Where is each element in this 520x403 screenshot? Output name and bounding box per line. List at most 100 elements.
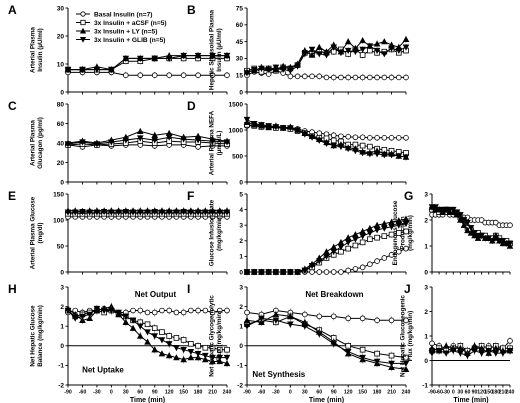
- data-point: [194, 209, 202, 216]
- panel-h: H -2 -1 0 1 2 3 Net Hepatic Glucose Balance (mg/…: [8, 282, 231, 403]
- data-point: [467, 229, 475, 236]
- panel-letter: I: [187, 282, 190, 296]
- data-point: [258, 269, 265, 276]
- data-point: [402, 154, 410, 161]
- y-tick-label: 1: [424, 243, 428, 250]
- data-point: [359, 46, 366, 53]
- x-tick-label: 210: [387, 390, 396, 396]
- data-point: [151, 333, 159, 340]
- data-point: [136, 55, 144, 62]
- y-tick-label: 500: [232, 153, 243, 160]
- data-point: [309, 73, 315, 80]
- data-point: [315, 43, 323, 50]
- data-point: [223, 360, 231, 367]
- y-axis-label: Production: [400, 216, 407, 249]
- data-point: [388, 352, 395, 359]
- x-axis-label: Time (min): [130, 397, 165, 403]
- annotation: Net Output: [135, 290, 177, 299]
- data-point: [345, 315, 351, 322]
- data-point: [108, 307, 115, 314]
- data-point: [330, 269, 337, 275]
- data-point: [315, 137, 323, 144]
- data-point: [79, 139, 86, 146]
- data-point: [367, 143, 373, 150]
- x-tick-label: -90: [64, 390, 72, 396]
- data-point: [315, 51, 323, 58]
- data-point: [395, 47, 403, 54]
- x-tick-label: -60: [435, 390, 443, 396]
- data-point: [287, 321, 294, 328]
- data-point: [457, 350, 464, 357]
- data-point: [209, 354, 216, 361]
- data-point: [173, 335, 180, 341]
- data-point: [388, 135, 395, 141]
- data-point: [64, 307, 72, 314]
- series-line: [68, 55, 227, 71]
- y-tick-label: 30: [236, 56, 244, 63]
- x-tick-label: -30: [272, 390, 280, 396]
- data-point: [279, 125, 287, 132]
- data-point: [403, 245, 409, 252]
- data-point: [294, 63, 301, 70]
- panel-letter: A: [8, 3, 17, 17]
- y-tick-label: -1: [422, 382, 428, 389]
- data-point: [194, 52, 202, 60]
- data-point: [345, 74, 351, 81]
- data-point: [209, 344, 216, 351]
- data-point: [381, 38, 388, 45]
- y-tick-label: -2: [58, 382, 64, 389]
- data-point: [250, 66, 258, 74]
- series-4: [243, 220, 410, 276]
- data-point: [359, 264, 366, 271]
- data-point: [79, 27, 87, 34]
- data-point: [449, 347, 457, 355]
- y-tick-label: 2: [239, 304, 243, 311]
- data-point: [258, 122, 265, 129]
- series-4: [64, 52, 231, 74]
- y-tick-label: -1: [237, 363, 243, 370]
- y-tick-label: 45: [236, 39, 244, 46]
- y-axis-label: Endogenous Glucose: [392, 200, 399, 265]
- series-4: [64, 208, 231, 216]
- annotation: Net Synthesis: [252, 370, 305, 379]
- data-point: [166, 307, 172, 314]
- x-tick-label: -60: [79, 390, 87, 396]
- data-point: [403, 317, 409, 324]
- y-axis-label: Flux (mg/kg/min): [216, 311, 223, 361]
- data-point: [294, 127, 301, 134]
- data-point: [344, 348, 352, 356]
- data-point: [187, 348, 195, 356]
- data-point: [388, 74, 395, 81]
- data-point: [359, 315, 366, 322]
- series-4: [243, 314, 410, 368]
- data-point: [330, 132, 337, 139]
- data-point: [301, 51, 309, 58]
- data-point: [344, 146, 352, 153]
- data-point: [129, 209, 137, 216]
- data-point: [180, 347, 187, 354]
- data-point: [180, 52, 187, 60]
- data-point: [136, 209, 144, 216]
- y-tick-label: 40: [57, 140, 65, 147]
- data-point: [64, 141, 72, 148]
- y-tick-label: 4: [239, 207, 243, 214]
- x-tick-label: 0: [110, 390, 113, 396]
- data-point: [194, 350, 202, 358]
- data-point: [151, 208, 159, 216]
- data-point: [359, 74, 366, 81]
- data-point: [388, 317, 395, 324]
- series-4: [428, 203, 514, 247]
- series-line: [68, 55, 227, 71]
- data-point: [492, 350, 500, 357]
- panel-letter: J: [404, 282, 411, 296]
- data-point: [388, 45, 395, 52]
- y-axis-label: Glucose Infusion Rate: [209, 199, 216, 266]
- data-point: [323, 140, 330, 147]
- data-point: [359, 52, 366, 58]
- data-point: [151, 137, 159, 144]
- data-point: [80, 11, 86, 17]
- data-point: [403, 135, 409, 141]
- data-point: [485, 347, 493, 355]
- panel-e: E 0 50 100 150 Arterial Plasma Glucose (mg/dl): [8, 189, 231, 276]
- data-point: [151, 55, 159, 62]
